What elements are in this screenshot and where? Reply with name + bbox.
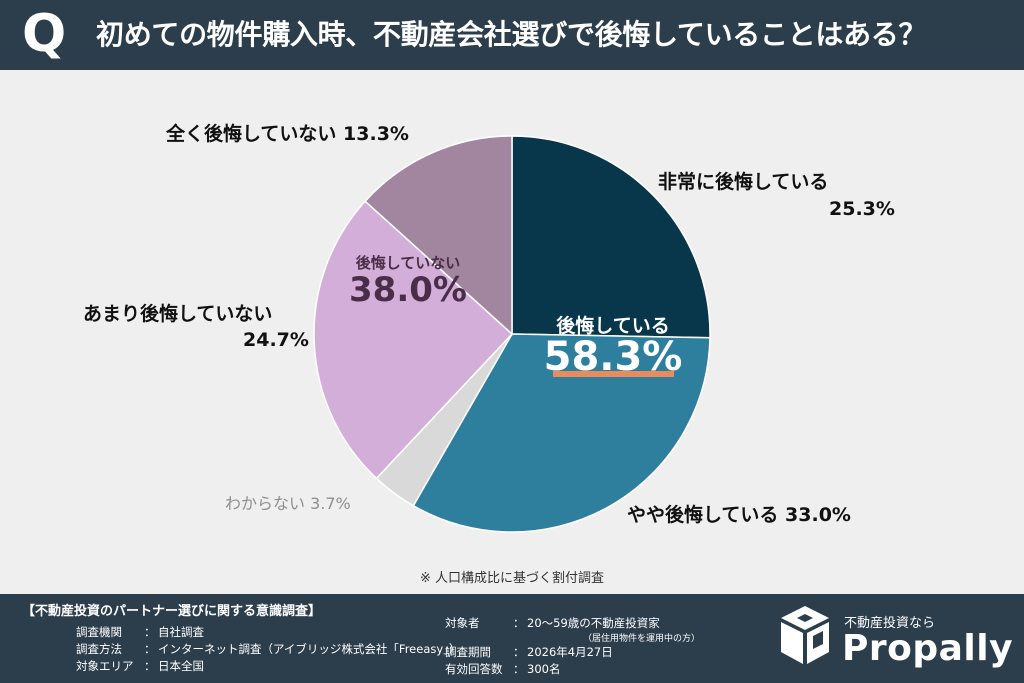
slice-not-at-all-regret xyxy=(364,135,513,336)
label-not-much-regret: あまり後悔していない xyxy=(83,303,273,325)
survey-footer: 【不動産投資のパートナー選びに関する意識調査】 調査機関：自社調査 調査方法：イ… xyxy=(0,594,1024,683)
label-unknown: わからない 3.7% xyxy=(225,494,351,513)
label-very-regret-pct: 25.3% xyxy=(829,198,895,220)
footer-row-responses: 有効回答数： 300名 xyxy=(445,662,561,676)
propally-logo-icon xyxy=(781,606,829,664)
footer-value: 20〜59歳の不動産投資家 xyxy=(527,616,660,630)
survey-note: ※ 人口構成比に基づく割付調査 xyxy=(419,571,605,586)
brand-name: Propally xyxy=(842,628,1014,669)
brand-tagline: 不動産投資なら xyxy=(844,616,936,631)
footer-row-method: 調査方法：インターネット調査（アイブリッジ株式会社「Freeasy」） xyxy=(76,642,461,656)
footer-target-note: （居住用物件を運用中の方） xyxy=(583,634,701,644)
slice-very-regret xyxy=(511,135,711,339)
question-title: 初めての物件購入時、不動産会社選びで後悔していることはある？ xyxy=(96,18,927,51)
footer-value: 2026年4月27日 xyxy=(527,645,613,659)
label-not-at-all-regret: 全く後悔していない 13.3% xyxy=(166,123,409,145)
footer-key: 調査機関 xyxy=(76,625,122,639)
slice-somewhat-regret xyxy=(412,333,711,533)
pie-chart xyxy=(313,135,711,533)
footer-value: インターネット調査（アイブリッジ株式会社「Freeasy」） xyxy=(158,642,461,656)
label-somewhat-regret: やや後悔している 33.0% xyxy=(627,504,851,526)
survey-title: 【不動産投資のパートナー選びに関する意識調査】 xyxy=(22,604,322,619)
label-very-regret: 非常に後悔している xyxy=(658,171,829,193)
footer-key: 調査方法 xyxy=(76,642,122,656)
footer-key: 対象者 xyxy=(445,616,480,630)
footer-key: 有効回答数 xyxy=(445,662,503,676)
no-regret-group-value: 38.0% xyxy=(349,270,467,310)
label-not-much-regret-pct: 24.7% xyxy=(243,329,309,351)
regret-value-underline xyxy=(553,371,674,377)
footer-value: 自社調査 xyxy=(158,625,204,639)
question-header: Q 初めての物件購入時、不動産会社選びで後悔していることはある？ xyxy=(0,0,1024,70)
slice-not-much-regret xyxy=(313,200,514,480)
footer-key: 調査期間 xyxy=(445,645,491,659)
no-regret-group-label: 後悔していない xyxy=(355,254,461,272)
footer-row-target: 対象者： 20〜59歳の不動産投資家 xyxy=(445,616,660,630)
regret-group-label: 後悔している xyxy=(556,315,670,337)
footer-row-institution: 調査機関：自社調査 xyxy=(76,625,204,639)
footer-value: 300名 xyxy=(527,662,561,676)
footer-value: 日本全国 xyxy=(158,659,204,673)
q-icon: Q xyxy=(22,4,67,64)
regret-group-value: 58.3% xyxy=(543,334,683,380)
footer-key: 対象エリア xyxy=(76,659,134,673)
footer-row-period: 調査期間： 2026年4月27日 xyxy=(445,645,613,659)
footer-row-area: 対象エリア：日本全国 xyxy=(76,659,204,673)
